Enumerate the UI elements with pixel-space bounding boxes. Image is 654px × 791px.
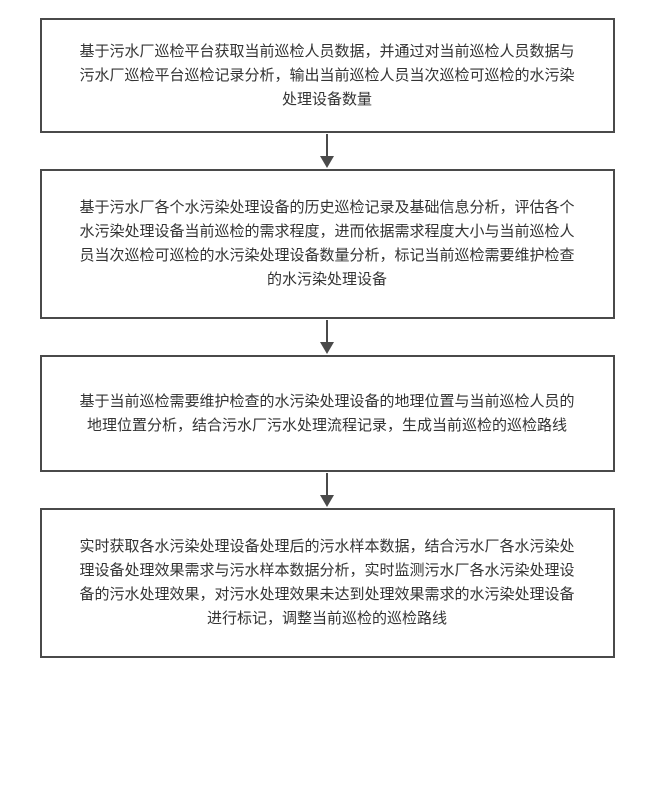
arrow-line — [326, 473, 328, 495]
arrow-line — [326, 134, 328, 156]
flowchart-step-4: 实时获取各水污染处理设备处理后的污水样本数据，结合污水厂各水污染处理设备处理效果… — [40, 508, 615, 658]
arrow-line — [326, 320, 328, 342]
flowchart-step-1: 基于污水厂巡检平台获取当前巡检人员数据，并通过对当前巡检人员数据与污水厂巡检平台… — [40, 18, 615, 133]
arrow-1 — [320, 133, 334, 169]
arrow-head — [320, 495, 334, 507]
arrow-head — [320, 342, 334, 354]
step-4-text: 实时获取各水污染处理设备处理后的污水样本数据，结合污水厂各水污染处理设备处理效果… — [74, 535, 581, 631]
arrow-head — [320, 156, 334, 168]
arrow-2 — [320, 319, 334, 355]
step-1-text: 基于污水厂巡检平台获取当前巡检人员数据，并通过对当前巡检人员数据与污水厂巡检平台… — [74, 40, 581, 112]
arrow-3 — [320, 472, 334, 508]
flowchart-step-3: 基于当前巡检需要维护检查的水污染处理设备的地理位置与当前巡检人员的地理位置分析，… — [40, 355, 615, 472]
flowchart-step-2: 基于污水厂各个水污染处理设备的历史巡检记录及基础信息分析，评估各个水污染处理设备… — [40, 169, 615, 319]
step-2-text: 基于污水厂各个水污染处理设备的历史巡检记录及基础信息分析，评估各个水污染处理设备… — [74, 196, 581, 292]
step-3-text: 基于当前巡检需要维护检查的水污染处理设备的地理位置与当前巡检人员的地理位置分析，… — [74, 390, 581, 438]
